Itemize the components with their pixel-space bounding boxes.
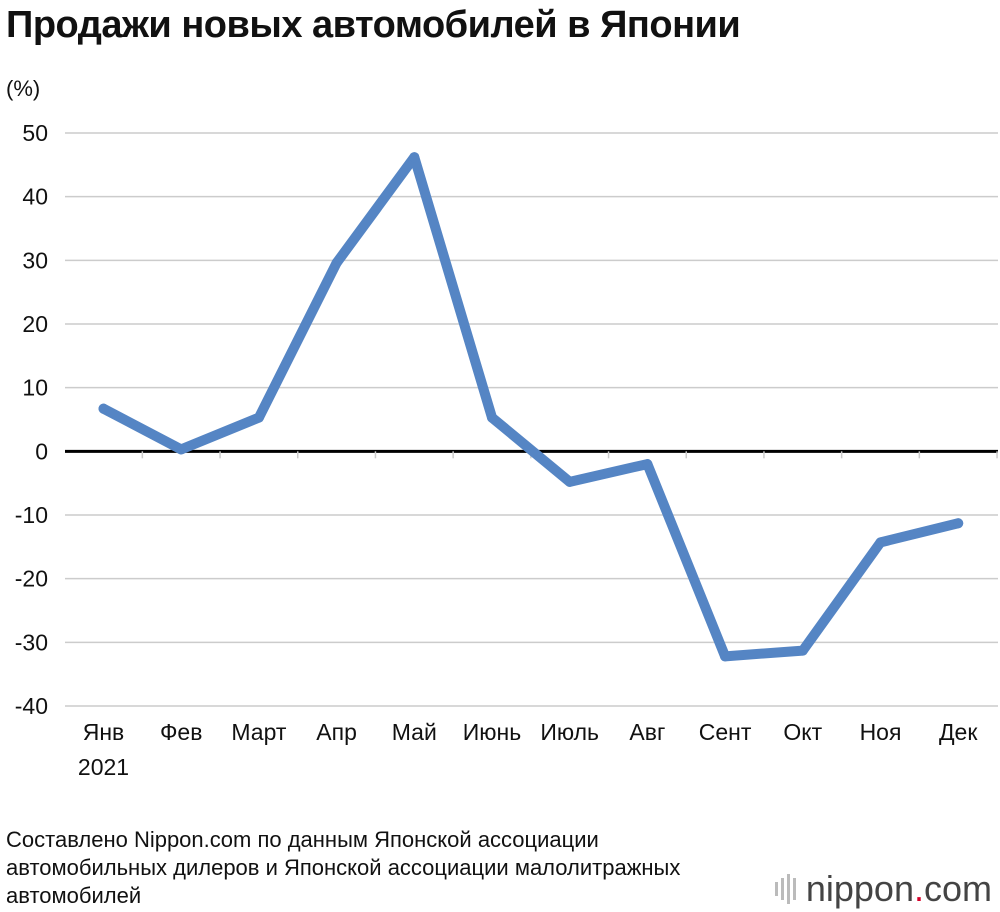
x-year-label: 2021 (78, 754, 129, 780)
data-point (331, 257, 342, 268)
logo-dot: . (913, 868, 924, 909)
source-note: Составлено Nippon.com по данным Японской… (6, 827, 681, 908)
x-tick-label: Июль (540, 719, 599, 745)
x-tick-label: Дек (939, 719, 978, 745)
y-axis-unit: (%) (6, 76, 41, 101)
x-tick-label: Март (231, 719, 286, 745)
series-line (98, 152, 964, 662)
y-axis-ticks: 50 40 30 20 10 0 -10 -20 -30 -40 (15, 120, 48, 719)
y-tick-label: -20 (15, 566, 48, 592)
y-tick-label: -40 (15, 693, 48, 719)
x-tick-label: Апр (316, 719, 357, 745)
data-point (642, 459, 653, 470)
logo-name: nippon (805, 868, 914, 909)
y-tick-label: 50 (22, 120, 48, 146)
gridlines (65, 132, 998, 707)
y-tick-label: 40 (22, 184, 48, 210)
data-point (564, 476, 575, 487)
data-point (176, 444, 187, 455)
data-point (98, 403, 109, 414)
data-point (409, 152, 420, 163)
data-point (953, 518, 964, 529)
x-tick-label: Янв (83, 719, 125, 745)
chart-title: Продажи новых автомобилей в Японии (6, 4, 741, 46)
x-tick-label: Ноя (860, 719, 902, 745)
x-tick-label: Фев (160, 719, 203, 745)
nippon-logo: nippon. com (774, 868, 992, 910)
y-tick-label: -30 (15, 629, 48, 655)
data-point (487, 412, 497, 423)
series-layer (98, 152, 964, 662)
y-tick-label: 20 (22, 311, 48, 337)
logo-bars-icon (774, 874, 796, 904)
y-tick-label: 0 (35, 438, 48, 464)
y-tick-label: -10 (15, 502, 48, 528)
x-tick-label: Авг (629, 719, 665, 745)
data-point (253, 412, 264, 423)
x-tick-label: Май (392, 719, 437, 745)
x-tick-label: Июнь (463, 719, 521, 745)
data-point (720, 651, 731, 662)
line-chart: 50 40 30 20 10 0 -10 -20 -30 -40 Янв Фев Март Апр Май… (15, 120, 998, 780)
x-tick-label: Окт (783, 719, 822, 745)
logo-tld: com (923, 868, 992, 909)
data-point (797, 645, 808, 656)
y-tick-label: 10 (22, 375, 48, 401)
data-point (875, 537, 886, 548)
x-axis-ticks: Янв Фев Март Апр Май Июнь Июль Авг Сент Окт Ноя Дек… (78, 719, 978, 780)
y-tick-label: 30 (22, 247, 48, 273)
x-tick-label: Сент (699, 719, 752, 745)
